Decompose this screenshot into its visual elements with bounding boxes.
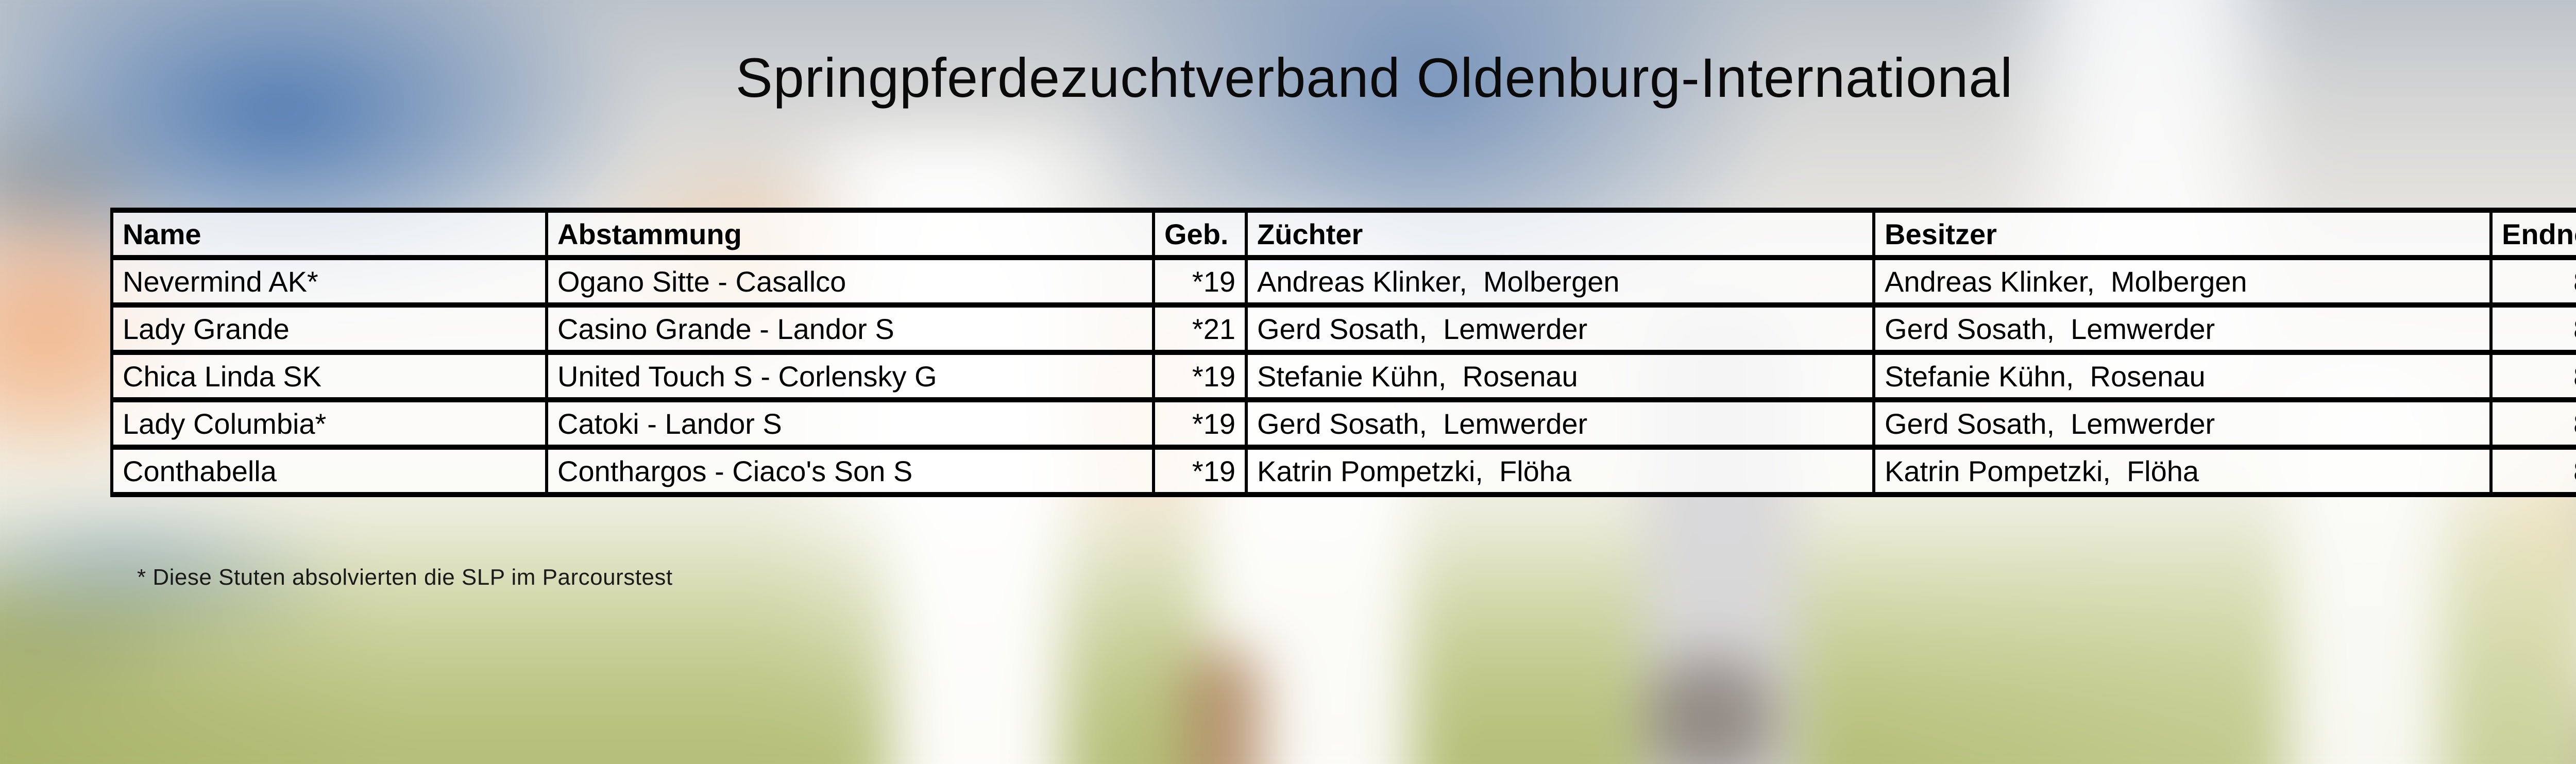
header-row: Name Abstammung Geb. Züchter Besitzer En… [110,208,2576,260]
cell-endnote: 8,00 [2489,397,2576,450]
cell-abstammung: United Touch S - Corlensky G [545,350,1155,402]
cell-geb: *19 [1152,255,1248,308]
cell-besitzer: Gerd Sosath, Lemwerder [1872,397,2493,450]
table-row: Lady Columbia* Catoki - Landor S *19 Ger… [110,397,2576,450]
cell-name: Conthabella [110,445,548,497]
cell-zuechter: Stefanie Kühn, Rosenau [1245,350,1875,402]
results-table: Name Abstammung Geb. Züchter Besitzer En… [110,208,2576,497]
cell-geb: *21 [1152,302,1248,355]
cell-abstammung: Catoki - Landor S [545,397,1155,450]
cell-name: Nevermind AK* [110,255,548,308]
cell-besitzer: Gerd Sosath, Lemwerder [1872,302,2493,355]
bg-grass-light-right [1844,558,2576,764]
cell-endnote: 8,00 [2489,445,2576,497]
table-row: Chica Linda SK United Touch S - Corlensk… [110,350,2576,402]
cell-abstammung: Ogano Sitte - Casallco [545,255,1155,308]
column-header-name: Name [110,208,548,260]
cell-endnote: 8,18 [2489,350,2576,402]
table-row: Conthabella Conthargos - Ciaco's Son S *… [110,445,2576,497]
cell-zuechter: Gerd Sosath, Lemwerder [1245,302,1875,355]
cell-geb: *19 [1152,350,1248,402]
cell-endnote: 8,60 [2489,302,2576,355]
cell-name: Chica Linda SK [110,350,548,402]
cell-abstammung: Conthargos - Ciaco's Son S [545,445,1155,497]
cell-name: Lady Grande [110,302,548,355]
cell-besitzer: Stefanie Kühn, Rosenau [1872,350,2493,402]
cell-geb: *19 [1152,397,1248,450]
cell-abstammung: Casino Grande - Landor S [545,302,1155,355]
cell-zuechter: Gerd Sosath, Lemwerder [1245,397,1875,450]
page-title: Springpferdezuchtverband Oldenburg-Inter… [735,46,2013,109]
cell-endnote: 8,70 [2489,255,2576,308]
cell-geb: *19 [1152,445,1248,497]
cell-name: Lady Columbia* [110,397,548,450]
column-header-endnote: Endnote [2489,208,2576,260]
cell-besitzer: Andreas Klinker, Molbergen [1872,255,2493,308]
footnote: * Diese Stuten absolvierten die SLP im P… [137,565,673,590]
column-header-zuechter: Züchter [1245,208,1875,260]
column-header-geb: Geb. [1152,208,1248,260]
table-row: Nevermind AK* Ogano Sitte - Casallco *19… [110,255,2576,308]
cell-zuechter: Andreas Klinker, Molbergen [1245,255,1875,308]
column-header-abstammung: Abstammung [545,208,1155,260]
column-header-besitzer: Besitzer [1872,208,2493,260]
cell-besitzer: Katrin Pompetzki, Flöha [1872,445,2493,497]
cell-zuechter: Katrin Pompetzki, Flöha [1245,445,1875,497]
bg-horse-boot [1649,659,1772,764]
bg-grass-dark-left [0,589,402,764]
bg-horse-hoof [1185,649,1262,764]
table-row: Lady Grande Casino Grande - Landor S *21… [110,302,2576,355]
